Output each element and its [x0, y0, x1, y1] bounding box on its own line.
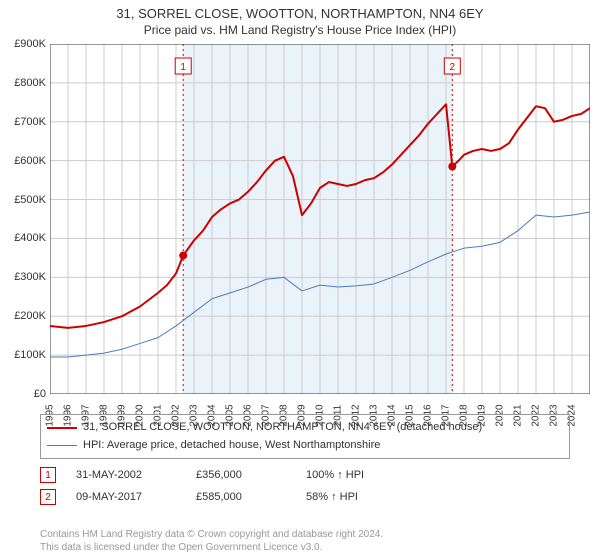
sales-row-1: 1 31-MAY-2002 £356,000 100% ↑ HPI: [40, 464, 570, 486]
ytick-label: £900K: [14, 38, 50, 50]
svg-text:1: 1: [180, 62, 186, 73]
chart-title: 31, SORREL CLOSE, WOOTTON, NORTHAMPTON, …: [0, 0, 600, 21]
sale-pct-1: 100% ↑ HPI: [306, 469, 406, 481]
ytick-label: £0: [34, 388, 50, 400]
svg-text:2: 2: [450, 62, 456, 73]
legend-label-hpi: HPI: Average price, detached house, West…: [83, 437, 380, 455]
ytick-label: £700K: [14, 116, 50, 128]
footer: Contains HM Land Registry data © Crown c…: [40, 528, 383, 554]
sales-table: 1 31-MAY-2002 £356,000 100% ↑ HPI 2 09-M…: [40, 464, 570, 508]
legend-swatch-hpi: [47, 445, 77, 446]
sale-price-2: £585,000: [196, 491, 286, 503]
sales-row-2: 2 09-MAY-2017 £585,000 58% ↑ HPI: [40, 486, 570, 508]
ytick-label: £300K: [14, 271, 50, 283]
chart-container: 31, SORREL CLOSE, WOOTTON, NORTHAMPTON, …: [0, 0, 600, 560]
sale-date-2: 09-MAY-2017: [76, 491, 176, 503]
legend-item-property: 31, SORREL CLOSE, WOOTTON, NORTHAMPTON, …: [47, 419, 563, 437]
ytick-label: £600K: [14, 155, 50, 167]
legend: 31, SORREL CLOSE, WOOTTON, NORTHAMPTON, …: [40, 414, 570, 459]
legend-swatch-property: [47, 427, 77, 429]
legend-item-hpi: HPI: Average price, detached house, West…: [47, 437, 563, 455]
ytick-label: £400K: [14, 232, 50, 244]
sale-price-1: £356,000: [196, 469, 286, 481]
sale-date-1: 31-MAY-2002: [76, 469, 176, 481]
plot-area: 12 £0£100K£200K£300K£400K£500K£600K£700K…: [50, 44, 590, 394]
ytick-label: £200K: [14, 310, 50, 322]
sale-pct-2: 58% ↑ HPI: [306, 491, 406, 503]
ytick-label: £500K: [14, 194, 50, 206]
footer-line-1: Contains HM Land Registry data © Crown c…: [40, 528, 383, 541]
line-chart-svg: 12: [50, 44, 590, 394]
chart-subtitle: Price paid vs. HM Land Registry's House …: [0, 21, 600, 37]
footer-line-2: This data is licensed under the Open Gov…: [40, 541, 383, 554]
sale-marker-box-1: 1: [40, 467, 56, 483]
legend-label-property: 31, SORREL CLOSE, WOOTTON, NORTHAMPTON, …: [83, 419, 482, 437]
ytick-label: £100K: [14, 349, 50, 361]
ytick-label: £800K: [14, 77, 50, 89]
sale-marker-box-2: 2: [40, 489, 56, 505]
